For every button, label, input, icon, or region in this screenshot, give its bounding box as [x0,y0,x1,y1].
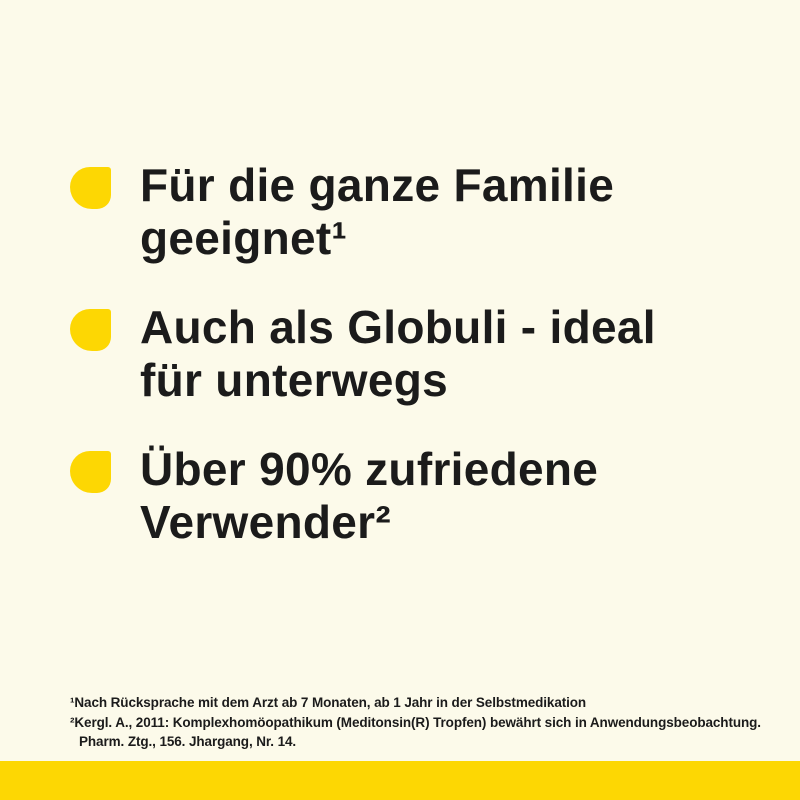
footnote-line: ¹Nach Rücksprache mit dem Arzt ab 7 Mona… [70,695,587,710]
benefit-text: Über 90% zufriedene Verwender² [140,443,598,549]
benefit-line: Über 90% zufriedene [140,443,599,495]
leaf-bullet-icon [70,167,111,209]
footnote-1: ¹Nach Rücksprache mit dem Arzt ab 7 Mona… [70,693,761,713]
footnote-line: Pharm. Ztg., 156. Jhargang, Nr. 14. [79,734,297,749]
benefit-line: Auch als Globuli - ideal [140,301,656,353]
benefit-item-satisfaction: Über 90% zufriedene Verwender² [70,443,656,549]
benefit-line: Für die ganze Familie [140,159,615,211]
benefit-line: für unterwegs [140,354,449,406]
brand-yellow-bar [0,761,800,800]
benefit-item-family: Für die ganze Familie geeignet¹ [70,159,656,265]
leaf-bullet-icon [70,309,111,351]
footnote-line: ²Kergl. A., 2011: Komplexhomöopathikum (… [70,714,761,730]
benefit-line: geeignet¹ [140,212,348,264]
footnotes: ¹Nach Rücksprache mit dem Arzt ab 7 Mona… [70,693,761,752]
benefit-list: Für die ganze Familie geeignet¹ Auch als… [70,159,656,585]
footnote-2: ²Kergl. A., 2011: Komplexhomöopathikum (… [70,713,761,752]
benefit-text: Für die ganze Familie geeignet¹ [140,159,614,265]
benefit-text: Auch als Globuli - ideal für unterwegs [140,301,656,407]
benefit-item-globuli: Auch als Globuli - ideal für unterwegs [70,301,656,407]
leaf-bullet-icon [70,451,111,493]
benefit-line: Verwender² [140,496,391,548]
